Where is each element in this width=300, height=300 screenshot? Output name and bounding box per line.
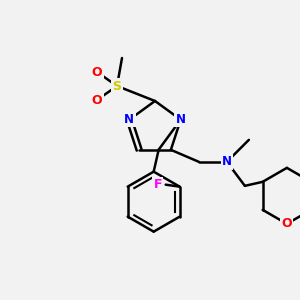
Text: N: N: [124, 113, 134, 126]
Text: O: O: [92, 65, 102, 79]
Text: O: O: [282, 217, 292, 230]
Text: O: O: [92, 94, 102, 106]
Text: F: F: [153, 178, 162, 191]
Text: N: N: [222, 155, 232, 168]
Text: S: S: [112, 80, 122, 92]
Text: N: N: [176, 113, 186, 126]
